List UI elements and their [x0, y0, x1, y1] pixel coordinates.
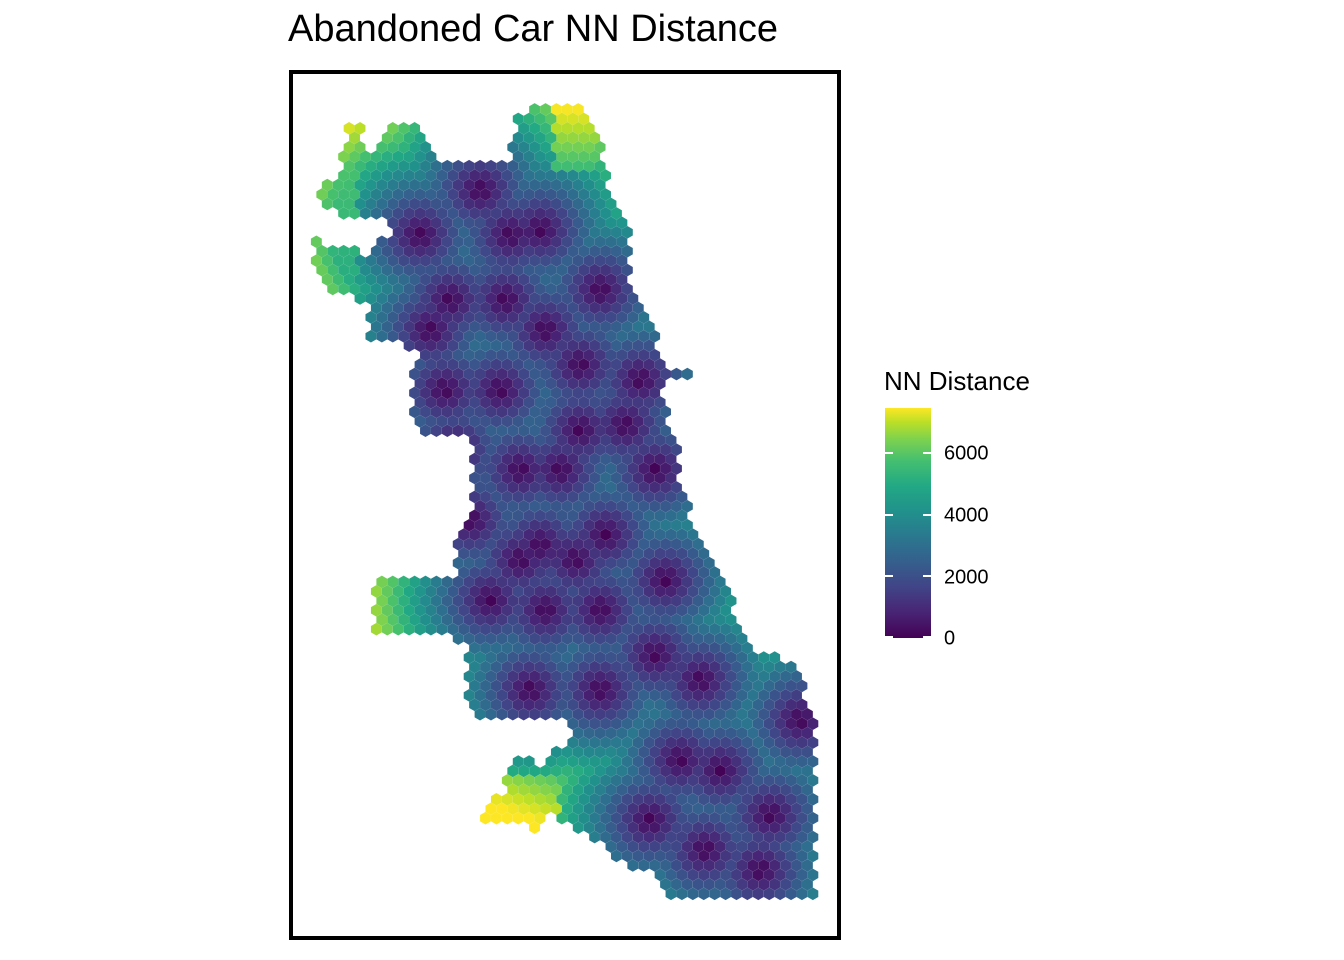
map-title: Abandoned Car NN Distance	[288, 8, 779, 50]
hex-cell	[670, 367, 683, 381]
hex-cell	[528, 821, 541, 835]
legend-colorbar	[885, 408, 931, 638]
legend-title: NN Distance	[884, 366, 1030, 396]
legend-tick-label: 2000	[944, 566, 989, 589]
map-panel	[289, 70, 841, 940]
hex-cell	[807, 887, 819, 901]
legend-tick-label: 4000	[944, 504, 989, 527]
legend-tick-label: 0	[944, 627, 956, 650]
legend-tick-label: 6000	[944, 442, 989, 465]
hexbin-map	[310, 102, 819, 901]
hex-cell	[681, 367, 694, 381]
